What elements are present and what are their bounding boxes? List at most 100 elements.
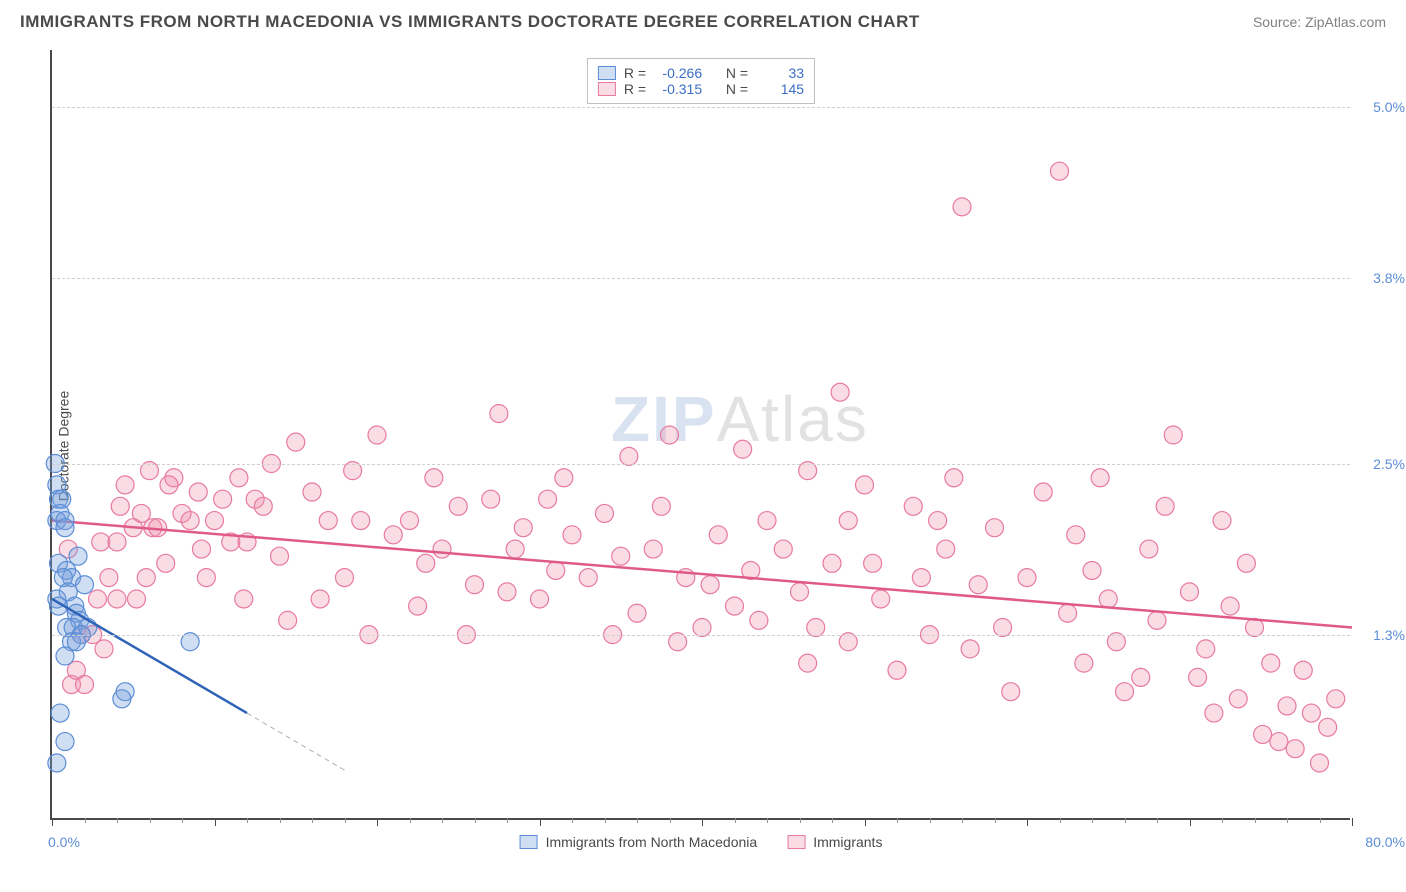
data-point — [1327, 690, 1345, 708]
x-tick-minor — [345, 818, 346, 823]
x-tick-minor — [85, 818, 86, 823]
data-point — [336, 569, 354, 587]
stats-row: R = -0.266 N = 33 — [598, 65, 804, 81]
data-point — [193, 540, 211, 558]
x-tick-minor — [995, 818, 996, 823]
x-min-label: 0.0% — [48, 834, 80, 850]
series-swatch — [598, 82, 616, 96]
legend-swatch — [520, 835, 538, 849]
chart-plot-area: ZIPAtlas R =-0.266 N =33R =-0.315 N =145… — [50, 50, 1350, 820]
chart-header: IMMIGRANTS FROM NORTH MACEDONIA VS IMMIG… — [0, 0, 1406, 40]
data-point — [490, 405, 508, 423]
x-tick-minor — [312, 818, 313, 823]
data-point — [945, 469, 963, 487]
x-tick-minor — [800, 818, 801, 823]
data-point — [953, 198, 971, 216]
x-tick-minor — [280, 818, 281, 823]
data-point — [409, 597, 427, 615]
data-point — [51, 704, 69, 722]
data-point — [1116, 683, 1134, 701]
data-point — [1099, 590, 1117, 608]
data-point — [1302, 704, 1320, 722]
data-point — [279, 611, 297, 629]
data-point — [189, 483, 207, 501]
data-point — [108, 590, 126, 608]
x-tick-minor — [832, 818, 833, 823]
y-tick-label: 1.3% — [1373, 627, 1405, 643]
n-value: 33 — [756, 65, 804, 81]
x-tick-major — [1352, 818, 1353, 826]
series-swatch — [598, 66, 616, 80]
data-point — [726, 597, 744, 615]
n-label: N = — [726, 81, 748, 97]
x-tick-minor — [1287, 818, 1288, 823]
data-point — [579, 569, 597, 587]
data-point — [701, 576, 719, 594]
data-point — [1278, 697, 1296, 715]
data-point — [449, 497, 467, 515]
data-point — [76, 676, 94, 694]
data-point — [774, 540, 792, 558]
x-tick-minor — [1060, 818, 1061, 823]
x-tick-minor — [410, 818, 411, 823]
x-tick-major — [1190, 818, 1191, 826]
data-point — [506, 540, 524, 558]
legend-swatch — [787, 835, 805, 849]
data-point — [1051, 162, 1069, 180]
data-point — [823, 554, 841, 572]
data-point — [401, 512, 419, 530]
data-point — [137, 569, 155, 587]
trend-line — [52, 521, 1352, 628]
data-point — [864, 554, 882, 572]
data-point — [969, 576, 987, 594]
chart-source: Source: ZipAtlas.com — [1253, 14, 1386, 30]
data-point — [1221, 597, 1239, 615]
data-point — [425, 469, 443, 487]
data-point — [1148, 611, 1166, 629]
data-point — [1164, 426, 1182, 444]
x-tick-minor — [182, 818, 183, 823]
x-tick-major — [540, 818, 541, 826]
data-point — [113, 690, 131, 708]
grid-line — [52, 278, 1350, 279]
data-point — [628, 604, 646, 622]
data-point — [482, 490, 500, 508]
data-point — [76, 576, 94, 594]
correlation-stats-box: R =-0.266 N =33R =-0.315 N =145 — [587, 58, 815, 104]
x-tick-minor — [507, 818, 508, 823]
r-label: R = — [624, 65, 646, 81]
data-point — [235, 590, 253, 608]
x-tick-minor — [475, 818, 476, 823]
x-tick-major — [1027, 818, 1028, 826]
legend-item: Immigrants — [787, 834, 882, 850]
data-point — [368, 426, 386, 444]
grid-line — [52, 464, 1350, 465]
x-tick-minor — [1255, 818, 1256, 823]
r-value: -0.266 — [654, 65, 702, 81]
n-label: N = — [726, 65, 748, 81]
data-point — [56, 519, 74, 537]
y-tick-label: 3.8% — [1373, 270, 1405, 286]
y-tick-label: 2.5% — [1373, 456, 1405, 472]
x-tick-minor — [962, 818, 963, 823]
data-point — [56, 647, 74, 665]
data-point — [856, 476, 874, 494]
data-point — [417, 554, 435, 572]
x-tick-major — [702, 818, 703, 826]
data-point — [352, 512, 370, 530]
data-point — [197, 569, 215, 587]
data-point — [157, 554, 175, 572]
x-tick-major — [52, 818, 53, 826]
r-value: -0.315 — [654, 81, 702, 97]
bottom-legend: Immigrants from North Macedonia Immigrant… — [520, 834, 883, 850]
data-point — [644, 540, 662, 558]
data-point — [531, 590, 549, 608]
x-tick-minor — [442, 818, 443, 823]
x-tick-minor — [150, 818, 151, 823]
data-point — [89, 590, 107, 608]
data-point — [1091, 469, 1109, 487]
x-tick-minor — [247, 818, 248, 823]
data-point — [1067, 526, 1085, 544]
data-point — [111, 497, 129, 515]
legend-label: Immigrants from North Macedonia — [546, 834, 758, 850]
